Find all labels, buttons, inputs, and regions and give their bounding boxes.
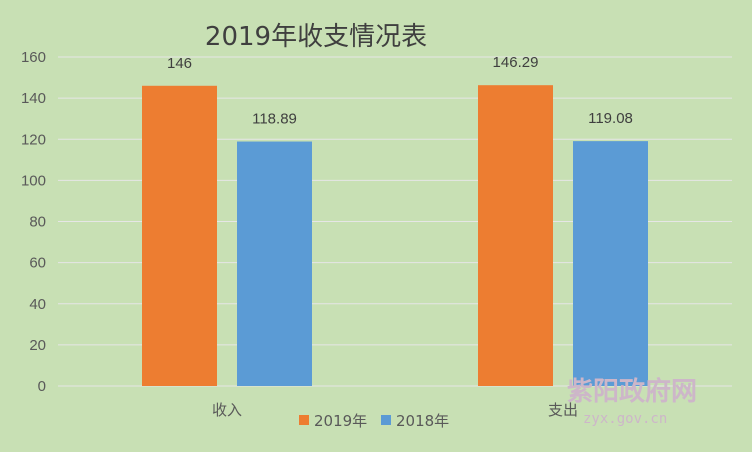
legend-label: 2019年 (314, 412, 367, 430)
y-tick-label: 40 (29, 296, 46, 313)
y-tick-label: 60 (29, 255, 46, 272)
y-tick-label: 120 (21, 131, 46, 148)
category-label: 收入 (212, 401, 242, 419)
data-label: 118.89 (252, 111, 297, 128)
legend-swatch (299, 415, 309, 425)
y-tick-label: 80 (29, 214, 46, 231)
y-tick-label: 0 (38, 378, 46, 395)
data-label: 146 (167, 55, 192, 72)
watermark-site-name: 紫阳政府网 (567, 376, 697, 407)
legend-label: 2018年 (396, 412, 449, 430)
data-label: 119.08 (588, 110, 633, 127)
legend-swatch (381, 415, 391, 425)
bar (142, 85, 217, 386)
bar (237, 141, 312, 386)
bar (573, 141, 648, 386)
y-tick-label: 100 (21, 172, 46, 189)
y-tick-label: 140 (21, 90, 46, 107)
y-tick-label: 160 (21, 49, 46, 66)
y-tick-label: 20 (29, 337, 46, 354)
bar (478, 85, 553, 386)
watermark-url: zyx.gov.cn (583, 411, 667, 427)
data-label: 146.29 (493, 54, 539, 71)
chart-title: 2019年收支情况表 (204, 22, 428, 52)
category-label: 支出 (548, 401, 578, 419)
